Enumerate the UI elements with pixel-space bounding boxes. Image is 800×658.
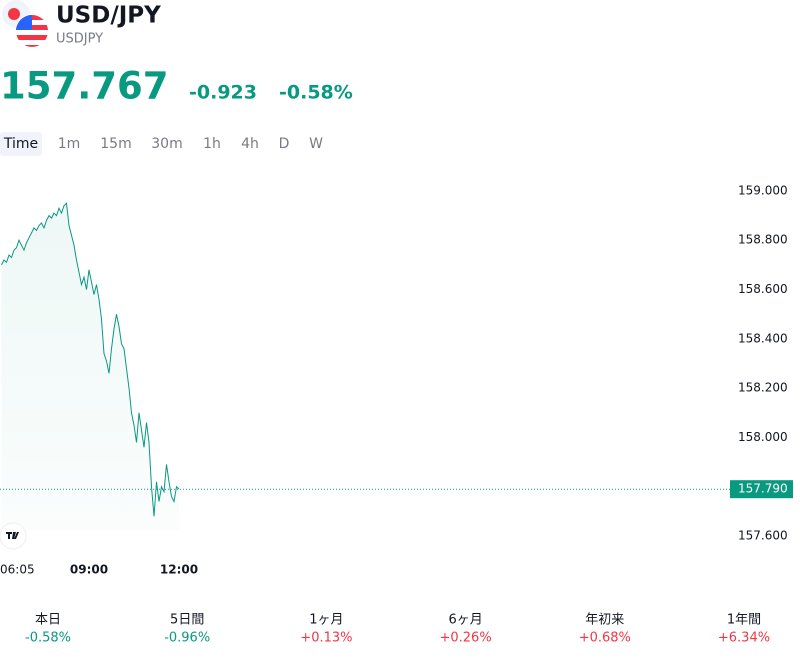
last-price-box [730, 480, 793, 499]
x-tick-label: 06:05 [0, 563, 35, 577]
price-line [1, 202, 180, 517]
period-change: +0.13% [300, 631, 352, 646]
period-label: 6ヶ月 [448, 613, 482, 628]
y-tick-label: 159.000 [738, 183, 788, 197]
period-change: +0.26% [439, 631, 491, 646]
period-change: +0.68% [579, 631, 631, 646]
interval-tab[interactable]: 15m [100, 136, 131, 152]
period-change: -0.96% [164, 631, 210, 646]
title: USD/JPY [56, 3, 161, 29]
period-label: 1ヶ月 [309, 613, 343, 628]
tv-logo [0, 522, 27, 550]
flag-icons [2, 0, 49, 48]
y-tick-label: 158.600 [738, 282, 788, 296]
period-label: 本日 [35, 613, 61, 628]
period-label: 1年間 [727, 613, 761, 628]
interval-tab[interactable]: 1m [58, 136, 81, 152]
y-tick-label: 158.800 [738, 233, 788, 247]
price: 157.767 [0, 65, 169, 108]
period-label: 年初来 [585, 613, 624, 628]
interval-tab[interactable]: W [309, 136, 323, 152]
interval-tab[interactable]: 1h [203, 136, 221, 152]
interval-tab[interactable]: 30m [151, 136, 182, 152]
x-tick-label: 09:00 [70, 563, 108, 577]
y-tick-label: 158.000 [738, 430, 788, 444]
period-change: -0.58% [25, 631, 71, 646]
interval-tab[interactable]: 4h [241, 136, 259, 152]
y-tick-label: 157.600 [738, 529, 788, 543]
last-price-label: 157.790 [738, 482, 788, 496]
period-label: 5日間 [170, 613, 204, 628]
change: -0.923 [189, 82, 257, 104]
change-percent: -0.58% [279, 82, 353, 104]
interval-tab[interactable]: Time [3, 136, 38, 152]
period-change: +6.34% [718, 631, 770, 646]
symbol: USDJPY [56, 32, 103, 47]
interval-tab[interactable]: D [279, 136, 290, 152]
active-tab-bg [0, 132, 42, 156]
area [1, 203, 179, 531]
y-tick-label: 158.400 [738, 331, 788, 345]
y-tick-label: 158.200 [738, 381, 788, 395]
x-tick-label: 12:00 [160, 563, 198, 577]
